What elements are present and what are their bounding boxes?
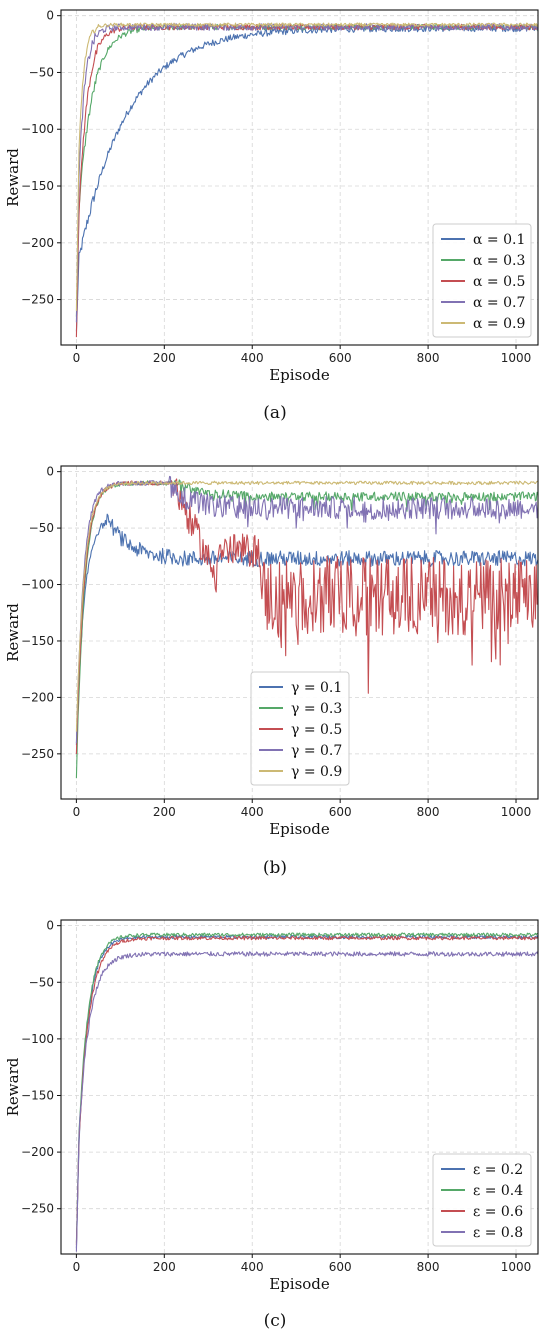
y-tick-label: 0 bbox=[46, 9, 54, 23]
legend-box bbox=[432, 223, 532, 338]
y-tick-label: −250 bbox=[21, 293, 54, 307]
x-axis-label: Episode bbox=[269, 366, 330, 384]
legend-label: ε = 0.8 bbox=[473, 1225, 523, 1241]
x-axis-label: Episode bbox=[269, 1275, 330, 1293]
y-tick-label: −150 bbox=[21, 179, 54, 193]
series-group bbox=[75, 22, 538, 338]
axes-frame bbox=[60, 919, 539, 1255]
series-line bbox=[75, 951, 538, 1252]
series-group bbox=[75, 475, 538, 779]
legend: γ = 0.1 γ = 0.3 γ = 0.5 γ = 0.7 γ = 0.9 bbox=[250, 671, 350, 786]
legend-box bbox=[432, 1153, 532, 1247]
chart-panel-2: 0 200 400 600 800 1000 0 −50 −100 −150 −200 −250 Epi… bbox=[4, 465, 539, 878]
y-axis-label: Reward bbox=[4, 1057, 22, 1116]
x-tick-label: 200 bbox=[153, 805, 176, 819]
y-tick-label: −100 bbox=[21, 122, 54, 136]
chart-panel-1: 0 200 400 600 800 1000 0 −50 −100 −150 −200 −250 Epi… bbox=[4, 9, 539, 423]
series-line bbox=[75, 22, 538, 311]
legend-label: α = 0.7 bbox=[473, 295, 525, 311]
series-line bbox=[75, 480, 538, 732]
panel-caption: (b) bbox=[263, 858, 287, 878]
legend-label: α = 0.9 bbox=[473, 316, 525, 332]
y-tick-label: −150 bbox=[21, 634, 54, 648]
y-tick-label: −100 bbox=[21, 578, 54, 592]
x-tick-label: 800 bbox=[417, 351, 440, 365]
x-tick-label: 0 bbox=[73, 1260, 81, 1274]
legend-label: ε = 0.6 bbox=[473, 1204, 523, 1220]
panel-caption: (c) bbox=[264, 1311, 287, 1331]
y-tick-label: −50 bbox=[29, 521, 54, 535]
x-tick-label: 800 bbox=[417, 805, 440, 819]
x-tick-label: 200 bbox=[153, 351, 176, 365]
x-tick-label: 600 bbox=[329, 805, 352, 819]
legend-label: ε = 0.4 bbox=[473, 1183, 523, 1199]
x-tick-label: 1000 bbox=[501, 805, 532, 819]
x-tick-label: 200 bbox=[153, 1260, 176, 1274]
y-axis-label: Reward bbox=[4, 148, 22, 207]
legend-label: γ = 0.9 bbox=[291, 764, 342, 780]
x-tick-label: 1000 bbox=[501, 351, 532, 365]
legend-label: γ = 0.5 bbox=[291, 722, 342, 738]
y-tick-label: −250 bbox=[21, 1202, 54, 1216]
x-tick-label: 600 bbox=[329, 351, 352, 365]
x-tick-label: 1000 bbox=[501, 1260, 532, 1274]
y-tick-label: −50 bbox=[29, 65, 54, 79]
x-tick-label: 800 bbox=[417, 1260, 440, 1274]
series-line bbox=[75, 935, 538, 1245]
legend-label: α = 0.3 bbox=[473, 253, 525, 269]
legend-label: γ = 0.7 bbox=[291, 743, 342, 759]
x-tick-label: 0 bbox=[73, 351, 81, 365]
legend-label: ε = 0.2 bbox=[473, 1162, 523, 1178]
legend-label: α = 0.5 bbox=[473, 274, 525, 290]
axes-frame bbox=[60, 465, 539, 800]
legend-label: γ = 0.1 bbox=[291, 680, 342, 696]
y-tick-label: 0 bbox=[46, 465, 54, 479]
x-tick-label: 400 bbox=[241, 805, 264, 819]
y-axis-label: Reward bbox=[4, 603, 22, 662]
legend-label: γ = 0.3 bbox=[291, 701, 342, 717]
chart-panel-3: 0 200 400 600 800 1000 0 −50 −100 −150 −200 −250 Epi… bbox=[4, 919, 539, 1331]
series-line bbox=[75, 478, 538, 755]
y-tick-label: 0 bbox=[46, 919, 54, 933]
series-group bbox=[75, 932, 538, 1252]
y-tick-label: −200 bbox=[21, 690, 54, 704]
x-tick-label: 0 bbox=[73, 805, 81, 819]
x-tick-label: 400 bbox=[241, 1260, 264, 1274]
y-tick-label: −250 bbox=[21, 747, 54, 761]
legend: ε = 0.2 ε = 0.4 ε = 0.6 ε = 0.8 bbox=[432, 1153, 532, 1247]
y-tick-label: −100 bbox=[21, 1032, 54, 1046]
y-tick-label: −50 bbox=[29, 975, 54, 989]
y-tick-label: −200 bbox=[21, 236, 54, 250]
legend-label: α = 0.1 bbox=[473, 232, 525, 248]
series-line bbox=[75, 475, 538, 744]
y-tick-label: −200 bbox=[21, 1145, 54, 1159]
legend: α = 0.1 α = 0.3 α = 0.5 α = 0.7 α = 0.9 bbox=[432, 223, 532, 338]
legend-box bbox=[250, 671, 350, 786]
x-axis-label: Episode bbox=[269, 820, 330, 838]
series-line bbox=[75, 932, 538, 1243]
series-line bbox=[75, 513, 538, 746]
y-tick-label: −150 bbox=[21, 1088, 54, 1102]
x-tick-label: 400 bbox=[241, 351, 264, 365]
x-tick-label: 600 bbox=[329, 1260, 352, 1274]
panel-caption: (a) bbox=[263, 403, 286, 423]
axes-frame bbox=[60, 9, 539, 346]
